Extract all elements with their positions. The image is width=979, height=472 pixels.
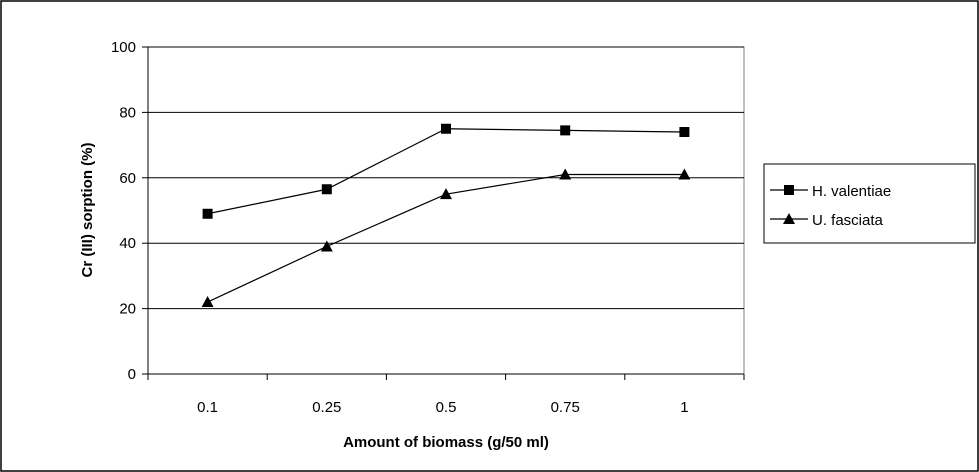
legend: H. valentiae U. fasciata (763, 163, 976, 244)
y-tick-label: 0 (128, 366, 136, 383)
legend-label: U. fasciata (812, 212, 884, 229)
data-point (321, 184, 332, 195)
data-point (679, 127, 690, 138)
x-tick-label: 1 (680, 399, 688, 416)
y-axis-title: Cr (III) sorption (%) (79, 143, 96, 278)
x-tick-label: 0.75 (551, 399, 580, 416)
x-tick-label: 0.1 (197, 399, 218, 416)
data-point (559, 168, 572, 180)
y-tick-label: 20 (119, 301, 136, 318)
y-tick-label: 60 (119, 170, 136, 187)
data-point (441, 123, 451, 134)
legend-label: H. valentiae (812, 183, 891, 200)
y-tick-label: 100 (111, 39, 136, 56)
x-tick-label: 0.25 (312, 399, 341, 416)
x-tick-label: 0.5 (436, 399, 457, 416)
plot-area: 0 20 40 60 80 100 0.1 0.25 0.5 0.75 1 (111, 39, 745, 416)
y-tick-label: 80 (119, 104, 136, 121)
data-point (440, 188, 452, 200)
data-point (202, 208, 213, 219)
legend-box (763, 163, 976, 244)
data-point (320, 240, 333, 252)
x-axis-title: Amount of biomass (g/50 ml) (343, 434, 549, 451)
legend-marker (784, 185, 794, 195)
data-point (560, 125, 571, 136)
data-point (678, 168, 691, 180)
data-point (201, 296, 214, 308)
legend-marker (783, 213, 795, 224)
y-tick-label: 40 (119, 235, 136, 252)
